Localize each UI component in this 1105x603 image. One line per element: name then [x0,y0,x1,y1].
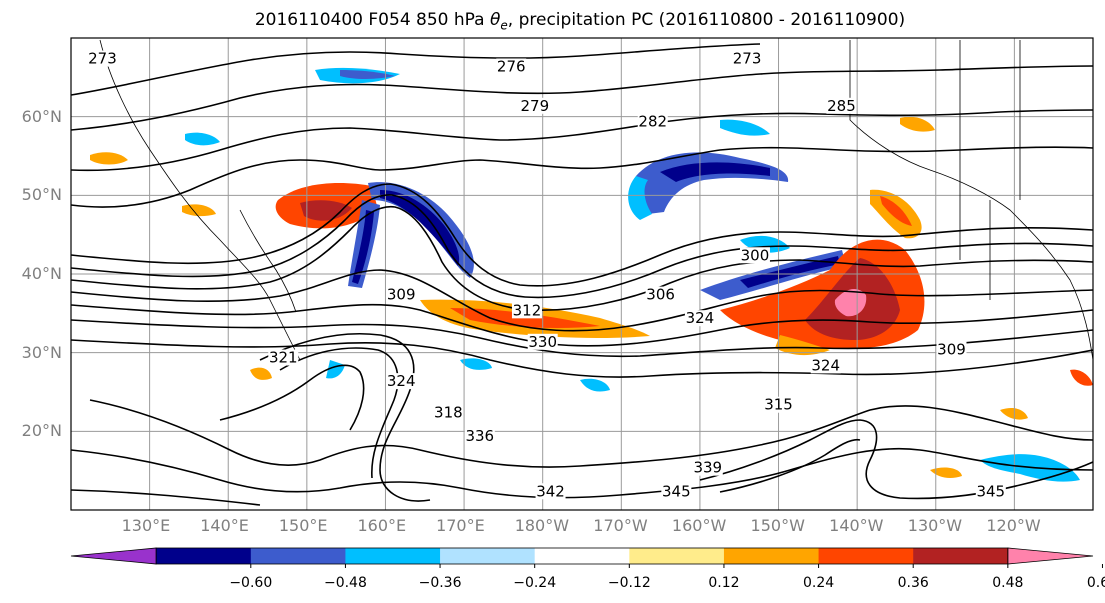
latitude-tick-label: 30°N [21,342,62,362]
title-symbol: θ [489,10,501,30]
longitude-tick-label: 160°W [671,516,727,535]
contour-label-background [268,349,299,366]
latitude-tick-label: 20°N [21,421,62,441]
contour-label-background [527,333,558,350]
map-plot-area: 273 276 279 282 273 285 300 306 309 312 324 330 321 3… [71,38,1093,510]
title-subscript: e [500,18,508,33]
title-suffix: , precipitation PC (2016110800 - 2016110… [507,10,906,30]
colorbar-segment [723,548,820,564]
contour-label: 285 [827,97,856,115]
contour-label: 312 [513,301,542,319]
contour-label: 336 [465,427,494,445]
colorbar-segment [913,548,1009,564]
contour-label-background [433,404,464,421]
contour-label-background [637,113,668,130]
longitude-tick-label: 170°E [436,516,485,535]
contour-label-background [464,428,495,445]
contour-label-background [87,50,118,67]
contour-label: 315 [764,396,793,414]
contour-label: 273 [733,50,762,68]
contour-label-background [684,310,715,327]
contour-label-background [519,97,550,114]
theta-e-contours [71,43,1093,506]
contour-label-background [661,483,692,500]
colorbar-tick-label: 0.48 [992,575,1024,591]
longitude-tick-label: 130°E [121,516,171,535]
colorbar-extend-low [70,547,157,565]
longitude-tick-label: 140°W [829,516,884,535]
contour-label-background [386,373,417,390]
colorbar-tick-label: 0.60 [1086,575,1105,591]
contour-label: 345 [662,482,691,500]
contour-label-background [936,341,967,358]
colorbar-outline [155,547,1009,565]
longitude-tick-label: 130°W [907,516,963,535]
contour-label: 321 [269,349,298,367]
colorbar-segment [440,548,536,564]
contour-label: 279 [521,97,550,115]
colorbar-segment [156,548,252,564]
contour-label-background [763,396,794,413]
contour-label: 339 [693,459,722,477]
colorbar-tick-label: −0.48 [323,575,367,591]
colorbar-segment [534,548,630,564]
colorbar-tick-label: 0.12 [708,575,740,591]
colorbar-segment [250,548,346,564]
contour-label: 309 [937,341,966,359]
colorbar-segment [818,548,914,564]
contour-label-background [732,50,763,67]
map-title: 2016110400 F054 850 hPa θe, precipitatio… [0,10,1105,32]
map-frame [70,37,1094,511]
contour-label-background [535,483,566,500]
latitude-tick-label: 60°N [21,106,62,126]
longitude-tick-label: 170°W [593,516,648,535]
contour-label-background [386,286,417,303]
colorbar-tick-label: −0.36 [418,575,462,591]
longitude-tick-label: 120°W [986,516,1041,535]
longitude-tick-label: 160°E [357,516,407,535]
contour-label-background [975,483,1006,500]
contour-label: 342 [536,482,565,500]
contour-label: 330 [528,333,557,351]
contour-label-background [739,247,770,264]
contour-labels: 273 276 279 282 273 285 300 306 309 312 324 330 321 3… [87,50,1006,500]
contour-label-background [692,459,723,476]
longitude-tick-label: 180°W [514,516,570,535]
longitude-tick-label: 150°E [278,516,328,535]
colorbar-tick-label: −0.24 [513,575,557,591]
contour-label: 324 [387,372,416,390]
contour-label-background [810,357,841,374]
contour-label: 318 [434,404,463,422]
contour-label: 300 [741,246,770,264]
title-prefix: 2016110400 F054 850 hPa [254,10,490,30]
longitude-tick-label: 150°W [750,516,805,535]
contour-label: 282 [638,113,667,131]
contour-label: 273 [88,50,117,68]
latitude-tick-label: 40°N [21,264,62,283]
colorbar [70,547,1103,568]
colorbar-segment [345,548,441,564]
latitude-tick-label: 50°N [21,185,62,205]
colorbar-segment [629,548,725,564]
colorbar-tick-label: 0.24 [802,575,835,591]
colorbar-tick-label: −0.12 [607,575,651,591]
colorbar-tick-label: −0.60 [229,575,273,591]
contour-label-background [496,58,527,75]
contour-label-background [826,97,857,114]
colorbar-tick-label: 0.36 [897,575,929,591]
precipitation-shading [90,67,1093,482]
contour-label-background [645,286,676,303]
contour-label: 324 [811,356,840,374]
coastlines [99,39,1093,361]
contour-label: 276 [497,57,526,75]
contour-label: 345 [976,482,1005,500]
contour-label: 309 [387,286,416,304]
contour-label: 306 [646,286,675,304]
contour-label: 324 [686,309,715,327]
colorbar-extend-high [1007,547,1094,565]
contour-label-background [511,302,542,319]
longitude-tick-label: 140°E [200,516,249,535]
